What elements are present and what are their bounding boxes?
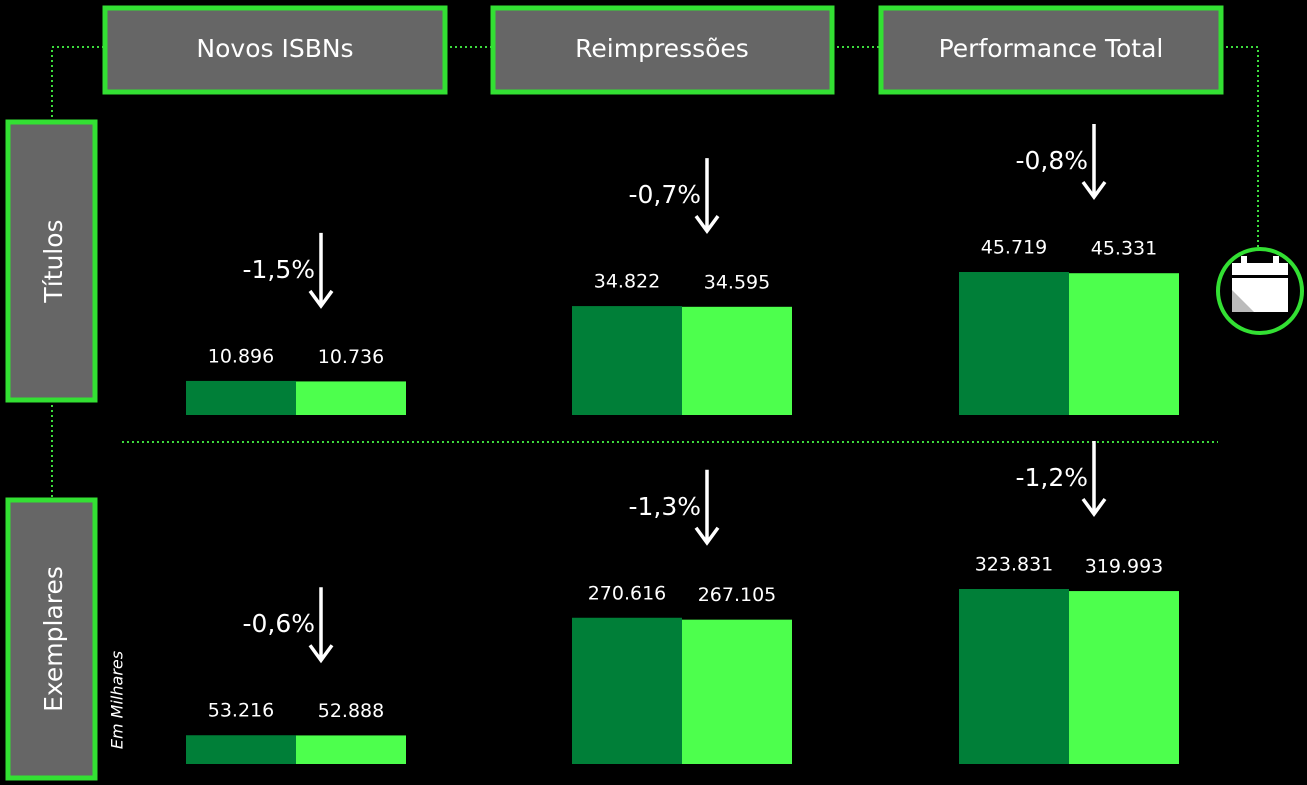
bar bbox=[959, 272, 1069, 415]
connector bbox=[51, 46, 1259, 500]
value-label: 34.595 bbox=[704, 271, 770, 293]
down-arrow bbox=[694, 158, 720, 235]
row-title: Exemplares bbox=[39, 566, 68, 712]
bar bbox=[959, 589, 1069, 764]
column-header bbox=[102, 5, 448, 95]
change-label: -0,8% bbox=[1015, 146, 1088, 175]
bar bbox=[682, 306, 792, 415]
bar bbox=[572, 306, 682, 415]
column-header bbox=[490, 5, 835, 95]
unit-note: Em Milhares bbox=[108, 651, 127, 749]
bar bbox=[186, 380, 296, 415]
value-label: 45.331 bbox=[1091, 238, 1157, 260]
column-header bbox=[878, 5, 1224, 95]
change-label: -1,2% bbox=[1015, 463, 1088, 492]
column-title: Performance Total bbox=[939, 34, 1164, 63]
value-label: 267.105 bbox=[698, 584, 777, 606]
value-label: 45.719 bbox=[981, 237, 1047, 259]
change-label: -0,6% bbox=[242, 609, 315, 638]
value-label: 270.616 bbox=[588, 582, 667, 604]
calendar-icon bbox=[1216, 247, 1304, 335]
row-header bbox=[5, 119, 98, 403]
value-label: 323.831 bbox=[975, 554, 1054, 576]
value-label: 319.993 bbox=[1085, 556, 1164, 578]
value-label: 53.216 bbox=[208, 700, 274, 722]
value-label: 10.736 bbox=[318, 346, 384, 368]
row-title: Títulos bbox=[39, 219, 68, 303]
value-label: 34.822 bbox=[594, 271, 660, 293]
bar bbox=[1069, 273, 1179, 415]
bar bbox=[296, 735, 406, 764]
down-arrow bbox=[308, 232, 334, 309]
bar bbox=[1069, 591, 1179, 764]
down-arrow bbox=[1081, 124, 1107, 200]
down-arrow bbox=[694, 469, 720, 546]
change-label: -1,5% bbox=[242, 255, 315, 284]
bar bbox=[572, 617, 682, 764]
column-title: Novos ISBNs bbox=[196, 34, 353, 63]
bar bbox=[186, 735, 296, 764]
change-label: -0,7% bbox=[628, 180, 701, 209]
down-arrow bbox=[308, 587, 334, 664]
row-header bbox=[5, 497, 98, 781]
change-label: -1,3% bbox=[628, 492, 701, 521]
bar bbox=[682, 619, 792, 764]
down-arrow bbox=[1081, 441, 1107, 517]
column-title: Reimpressões bbox=[575, 34, 749, 63]
value-label: 10.896 bbox=[208, 345, 274, 367]
value-label: 52.888 bbox=[318, 700, 384, 722]
bar bbox=[296, 381, 406, 415]
